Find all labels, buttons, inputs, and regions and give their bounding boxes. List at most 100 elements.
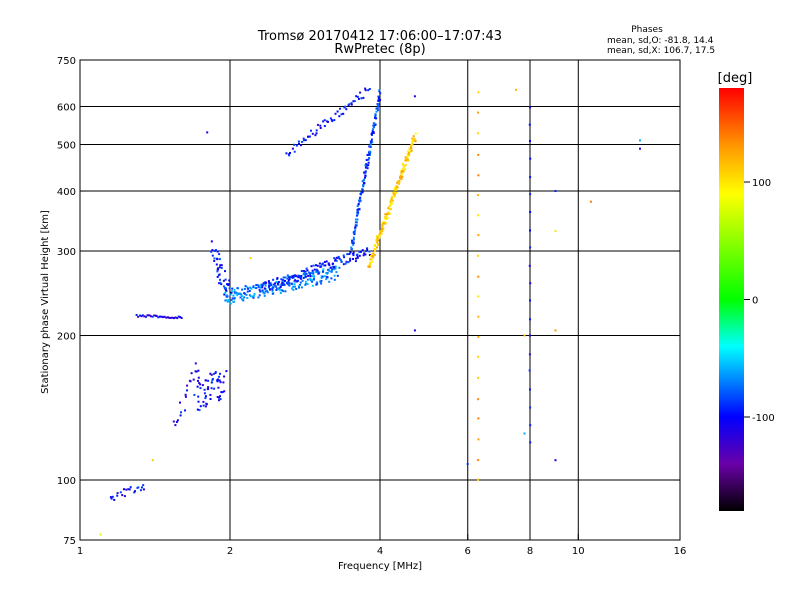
data-point [410, 147, 413, 150]
data-point [334, 112, 337, 115]
data-point [309, 275, 312, 278]
data-point [290, 283, 293, 285]
data-point [304, 270, 307, 273]
data-point [352, 100, 355, 103]
data-point [276, 288, 279, 291]
data-point [477, 417, 480, 420]
data-point [261, 289, 264, 292]
data-point [307, 135, 309, 138]
data-point [477, 111, 480, 114]
data-point [253, 292, 256, 295]
data-point [400, 174, 403, 177]
data-point [323, 119, 326, 122]
data-point [274, 282, 277, 285]
data-point [356, 205, 359, 207]
data-point [168, 316, 171, 319]
data-point [313, 268, 316, 271]
data-point [363, 182, 366, 185]
data-point [330, 277, 333, 280]
data-point [248, 294, 251, 297]
data-point [242, 299, 245, 302]
data-point [202, 400, 205, 403]
data-point [384, 213, 387, 216]
data-point [406, 156, 409, 159]
data-point [349, 257, 352, 260]
x-tick-label: 2 [227, 546, 233, 557]
data-point [378, 237, 381, 240]
data-point [400, 171, 403, 174]
data-point [320, 277, 323, 280]
data-point [366, 154, 369, 156]
data-point [529, 193, 532, 196]
data-point [263, 287, 266, 290]
data-point [336, 274, 339, 277]
data-point [349, 259, 352, 262]
data-point [406, 150, 409, 153]
data-point [395, 185, 398, 188]
data-point [335, 259, 338, 262]
data-point [233, 288, 236, 291]
data-point [327, 120, 329, 123]
data-point [352, 241, 355, 244]
data-point [176, 317, 179, 320]
data-point [219, 264, 222, 267]
data-point [477, 254, 480, 257]
data-point [364, 170, 367, 173]
data-point [221, 391, 224, 394]
data-point [410, 149, 413, 152]
data-point [167, 316, 169, 319]
data-point [199, 387, 202, 390]
data-point [272, 292, 275, 295]
data-point [313, 277, 315, 280]
data-point [172, 420, 175, 423]
data-point [123, 488, 125, 491]
data-point [316, 271, 318, 273]
data-point [216, 258, 219, 261]
data-point [316, 123, 319, 126]
data-point [263, 292, 266, 295]
data-point [408, 153, 411, 156]
data-point [308, 271, 310, 274]
data-point [354, 260, 357, 263]
data-point [214, 371, 217, 373]
data-point [304, 139, 307, 142]
data-point [334, 258, 337, 261]
data-point [477, 91, 480, 94]
data-point [197, 400, 200, 403]
data-point [309, 278, 312, 281]
data-point [248, 290, 251, 292]
data-point [529, 106, 532, 109]
data-point [477, 478, 480, 481]
data-point [391, 202, 393, 205]
data-point [137, 486, 140, 489]
data-point [361, 191, 364, 194]
data-point [261, 290, 264, 293]
data-point [373, 254, 376, 257]
data-point [300, 275, 303, 277]
data-point [528, 353, 531, 356]
data-point [529, 246, 532, 249]
data-point [554, 459, 557, 462]
data-point [325, 271, 328, 274]
data-point [406, 155, 409, 157]
data-point [390, 200, 393, 203]
data-point [309, 273, 312, 276]
data-point [257, 296, 260, 299]
data-point [217, 378, 219, 381]
data-point [529, 157, 532, 160]
data-point [359, 196, 362, 199]
data-point [293, 280, 296, 283]
data-point [398, 180, 401, 183]
data-point [300, 270, 303, 272]
data-point [198, 382, 201, 385]
data-point [241, 288, 244, 291]
data-point [368, 153, 370, 156]
data-point [236, 292, 239, 295]
data-point [281, 279, 284, 281]
data-point [356, 253, 359, 256]
data-point [301, 279, 304, 282]
data-point [345, 108, 348, 111]
data-point [196, 408, 199, 411]
data-point [216, 380, 219, 383]
data-point [216, 396, 219, 398]
